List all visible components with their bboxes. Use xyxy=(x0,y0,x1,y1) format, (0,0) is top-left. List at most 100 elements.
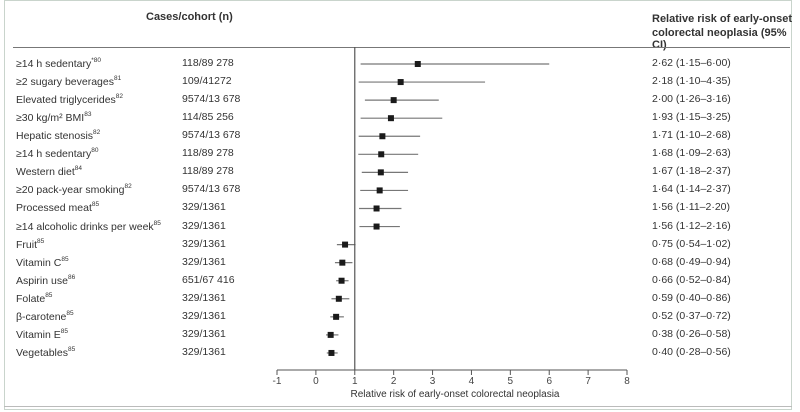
point-estimate-marker xyxy=(328,349,335,356)
x-axis-label: Relative risk of early-onset colorectal … xyxy=(350,389,560,400)
row-cases: 651/67 416 xyxy=(182,273,235,286)
point-estimate-marker xyxy=(339,259,346,266)
row-reference: 85 xyxy=(45,291,53,299)
row-label-text: ≥14 alcoholic drinks per week xyxy=(16,220,154,233)
row-cases: 9574/13 678 xyxy=(182,93,241,106)
rr-header-line1: Relative risk of early-onset xyxy=(652,13,793,25)
row-label-text: Fruit xyxy=(16,238,37,251)
row-cases: 118/89 278 xyxy=(182,147,234,160)
row-reference: 85 xyxy=(67,345,76,353)
row-rr-ci: 1·68 (1·09–2·63) xyxy=(652,147,731,160)
row-label: ≥30 kg/m² BMI83 xyxy=(16,111,91,124)
row-rr-ci: 0·59 (0·40–0·86) xyxy=(652,291,731,304)
row-label-text: Vitamin C xyxy=(16,256,62,269)
row-label-text: Folate xyxy=(16,292,46,305)
row-reference: 85 xyxy=(91,201,100,209)
x-tick-label: 3 xyxy=(430,376,436,387)
point-estimate-marker xyxy=(387,115,394,122)
row-cases: 329/1361 xyxy=(182,309,226,322)
row-reference: 82 xyxy=(115,93,124,101)
row-reference: 85 xyxy=(153,219,161,227)
row-rr-ci: 2·18 (1·10–4·35) xyxy=(652,75,731,88)
x-tick-label: 1 xyxy=(352,376,358,387)
row-label-text: Vegetables xyxy=(16,346,68,359)
row-label: ≥14 h sedentary*80 xyxy=(16,57,101,70)
point-estimate-marker xyxy=(373,223,380,230)
row-label: Western diet84 xyxy=(16,165,82,178)
row-label-text: Elevated triglycerides xyxy=(16,94,116,107)
row-label: Vitamin E85 xyxy=(16,328,68,341)
x-tick-label: 2 xyxy=(391,376,397,387)
row-reference: 83 xyxy=(84,111,92,119)
x-tick-label: 0 xyxy=(313,376,319,387)
row-reference: 84 xyxy=(74,165,82,173)
row-cases: 9574/13 678 xyxy=(182,183,241,196)
row-label-text: β-carotene xyxy=(16,310,67,323)
row-label-text: Western diet xyxy=(16,166,75,179)
row-reference: 81 xyxy=(114,75,122,83)
x-tick-label: 4 xyxy=(469,376,475,387)
row-rr-ci: 1·93 (1·15–3·25) xyxy=(652,111,731,124)
x-tick-label: 5 xyxy=(508,376,514,387)
row-cases: 329/1361 xyxy=(182,327,226,340)
rr-header-line2: colorectal neoplasia (95% CI) xyxy=(652,27,787,51)
point-estimate-marker xyxy=(327,331,334,338)
row-rr-ci: 0·68 (0·49–0·94) xyxy=(652,255,731,268)
row-rr-ci: 1·56 (1·12–2·16) xyxy=(652,219,731,232)
row-label-text: Vitamin E xyxy=(16,328,61,341)
row-label: Vegetables85 xyxy=(16,346,75,359)
point-estimate-marker xyxy=(333,313,340,320)
row-reference: 85 xyxy=(61,255,69,263)
row-rr-ci: 1·56 (1·11–2·20) xyxy=(652,201,731,214)
row-label: Elevated triglycerides82 xyxy=(16,93,123,106)
point-estimate-marker xyxy=(379,133,386,140)
row-reference: 85 xyxy=(60,327,68,335)
row-cases: 329/1361 xyxy=(182,255,226,268)
row-rr-ci: 2·62 (1·15–6·00) xyxy=(652,57,731,69)
row-label-text: ≥14 h sedentary xyxy=(16,58,92,70)
row-reference: 82 xyxy=(93,129,101,137)
row-reference: 80 xyxy=(91,147,99,155)
row-cases: 329/1361 xyxy=(182,345,226,358)
row-cases: 329/1361 xyxy=(182,219,226,232)
row-rr-ci: 0·40 (0·28–0·56) xyxy=(652,345,731,358)
row-reference: 85 xyxy=(37,237,45,245)
row-label: Fruit85 xyxy=(16,238,44,251)
row-rr-ci: 0·75 (0·54–1·02) xyxy=(652,237,731,250)
row-rr-ci: 0·66 (0·52–0·84) xyxy=(652,273,731,286)
bottom-rule xyxy=(4,406,792,407)
row-label: ≥14 alcoholic drinks per week85 xyxy=(16,220,161,233)
x-tick-label: -1 xyxy=(273,376,282,387)
figure-frame xyxy=(4,0,792,410)
row-reference: 86 xyxy=(67,273,76,281)
row-label: ≥20 pack-year smoking82 xyxy=(16,183,132,196)
row-rr-ci: 1·64 (1·14–2·37) xyxy=(652,183,731,196)
row-cases: 9574/13 678 xyxy=(182,129,241,142)
row-label: Aspirin use86 xyxy=(16,274,75,287)
point-estimate-marker xyxy=(378,151,385,158)
row-reference: 82 xyxy=(124,183,132,191)
point-estimate-marker xyxy=(335,295,342,302)
row-label: Processed meat85 xyxy=(16,201,99,214)
row-rr-ci: 1·67 (1·18–2·37) xyxy=(652,165,731,178)
row-cases: 118/89 278 xyxy=(182,165,234,178)
row-cases: 329/1361 xyxy=(182,237,226,250)
row-rr-ci: 0·52 (0·37–0·72) xyxy=(652,309,731,322)
point-estimate-marker xyxy=(376,187,383,194)
row-cases: 118/89 278 xyxy=(182,57,234,69)
point-estimate-marker xyxy=(377,169,384,176)
row-cases: 329/1361 xyxy=(182,201,226,214)
row-cases: 114/85 256 xyxy=(182,111,234,124)
point-estimate-marker xyxy=(414,61,421,67)
point-estimate-marker xyxy=(342,241,349,248)
row-reference: *80 xyxy=(91,57,101,64)
header-rule xyxy=(13,47,790,48)
row-label-text: ≥20 pack-year smoking xyxy=(16,184,125,197)
row-label: Vitamin C85 xyxy=(16,256,69,269)
row-label: Hepatic stenosis82 xyxy=(16,129,100,142)
row-label: ≥2 sugary beverages81 xyxy=(16,75,121,88)
row-rr-ci: 0·38 (0·26–0·58) xyxy=(652,327,731,340)
row-label-text: ≥30 kg/m² BMI xyxy=(16,112,85,125)
x-tick-label: 8 xyxy=(624,376,630,387)
